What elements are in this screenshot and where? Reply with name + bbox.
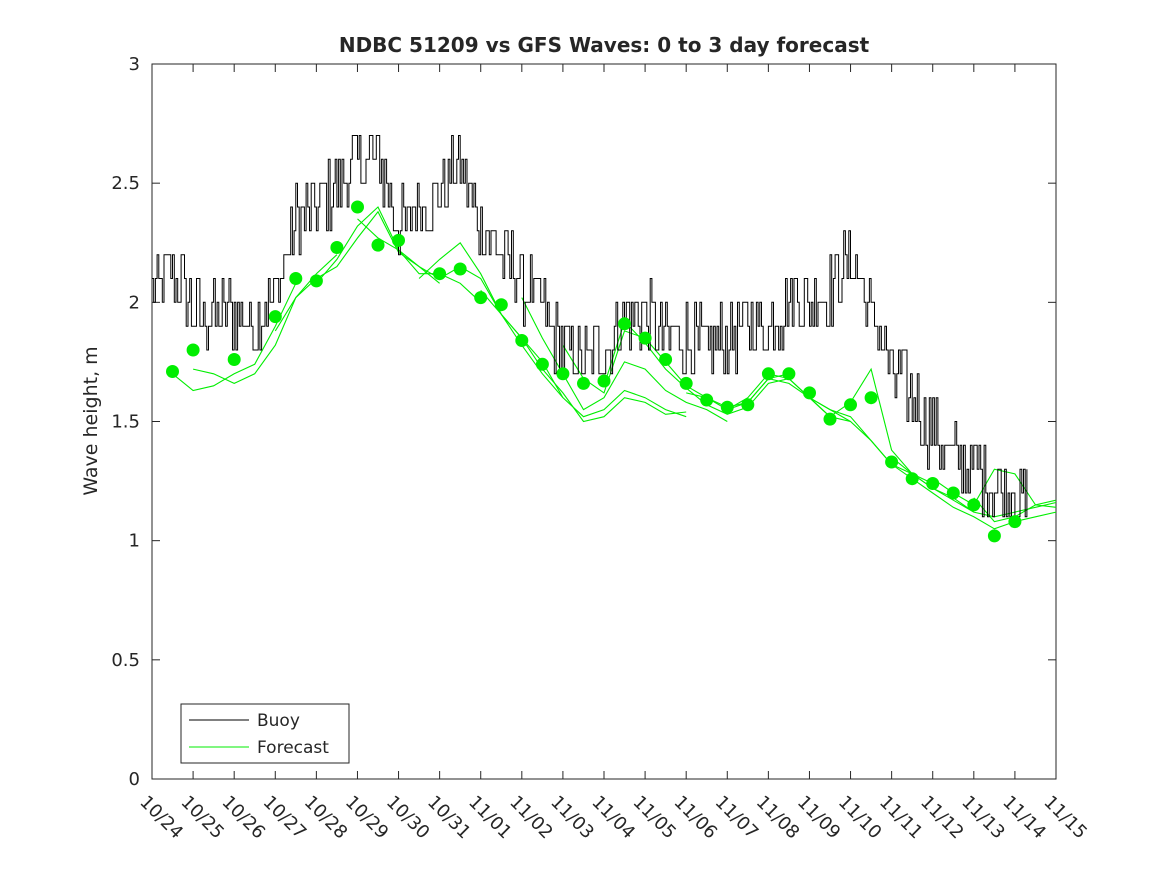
forecast-point (761, 367, 775, 381)
forecast-line (274, 210, 440, 332)
forecast-point (844, 398, 857, 412)
forecast-line (172, 283, 297, 392)
forecast-point (700, 393, 714, 407)
forecast-point (679, 376, 693, 390)
forecast-point (803, 386, 816, 400)
forecast-point (782, 367, 796, 381)
forecast-point (926, 477, 940, 490)
buoy-line (152, 135, 1028, 518)
y-axis-label: Wave height, m (80, 346, 102, 495)
forecast-point (987, 529, 1001, 543)
forecast-point (659, 353, 673, 366)
forecast-point (1008, 515, 1022, 529)
forecast-point (453, 262, 467, 276)
y-tick-label: 1 (129, 531, 140, 552)
y-tick-label: 0.5 (111, 650, 140, 671)
forecast-point (535, 357, 549, 371)
forecast-point (268, 310, 282, 324)
forecast-point (885, 455, 899, 469)
forecast-point (720, 400, 734, 414)
y-tick-label: 2.5 (111, 173, 140, 194)
forecast-point (618, 317, 631, 331)
forecast-point (309, 274, 323, 288)
forecast-point (227, 353, 241, 366)
forecast-point (289, 272, 303, 285)
forecast-point (741, 398, 755, 412)
forecast-point (556, 367, 570, 381)
forecast-line (418, 241, 687, 418)
forecast-point (823, 412, 837, 426)
y-tick-label: 1.5 (111, 412, 140, 433)
legend-buoy-label: Buoy (257, 711, 300, 731)
forecast-point (371, 238, 385, 252)
y-tick-label: 0 (129, 769, 140, 790)
forecast-point (864, 391, 878, 405)
forecast-point (905, 472, 919, 486)
y-tick-label: 2 (129, 292, 140, 313)
forecast-line (480, 290, 687, 423)
forecast-point (494, 298, 508, 312)
forecast-point (392, 233, 405, 247)
legend-forecast-label: Forecast (257, 738, 329, 758)
forecast-point (597, 374, 611, 388)
forecast-point (166, 365, 179, 378)
y-tick-label: 3 (129, 54, 140, 75)
forecast-point (515, 334, 529, 347)
forecast-point (351, 200, 364, 214)
forecast-point (577, 376, 590, 390)
legend: Buoy Forecast (180, 703, 350, 764)
forecast-point (638, 331, 652, 345)
chart-title: NDBC 51209 vs GFS Waves: 0 to 3 day fore… (339, 33, 870, 57)
legend-box (180, 703, 350, 764)
forecast-point (967, 498, 981, 512)
forecast-point (474, 291, 488, 305)
forecast-point (433, 267, 447, 281)
forecast-point (330, 241, 344, 254)
forecast-point (946, 486, 960, 500)
forecast-point (186, 343, 200, 357)
